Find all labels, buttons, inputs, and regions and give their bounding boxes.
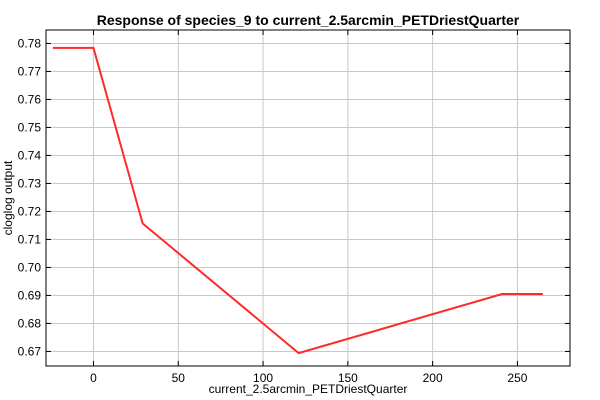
response-curve	[52, 46, 543, 355]
y-tick-label: 0.74	[18, 148, 42, 162]
y-tick-label: 0.76	[18, 92, 42, 106]
y-tick-label: 0.73	[18, 176, 42, 190]
x-tick-label: 200	[423, 371, 443, 385]
x-tick-label: 100	[253, 371, 273, 385]
y-tick-label: 0.75	[18, 120, 42, 134]
y-tick-label: 0.67	[18, 344, 42, 358]
chart-title: Response of species_9 to current_2.5arcm…	[97, 12, 520, 28]
axis-ticks: 0 50 100 150 200 250 0.67 0.68 0.69 0.70 0.71 0.72 0…	[18, 30, 570, 385]
y-tick-label: 0.69	[18, 288, 42, 302]
x-tick-label: 250	[507, 371, 527, 385]
x-tick-label: 0	[90, 371, 97, 385]
y-tick-label: 0.72	[18, 204, 42, 218]
x-axis-label: current_2.5arcmin_PETDriestQuarter	[209, 382, 408, 396]
y-tick-label: 0.70	[18, 260, 42, 274]
plot-frame	[45, 29, 571, 367]
y-tick-label: 0.78	[18, 36, 42, 50]
y-tick-label: 0.71	[18, 232, 42, 246]
y-tick-label: 0.68	[18, 316, 42, 330]
grid	[46, 30, 570, 366]
x-tick-label: 50	[172, 371, 186, 385]
series-layer	[52, 46, 543, 355]
y-tick-label: 0.77	[18, 64, 42, 78]
x-tick-label: 150	[338, 371, 358, 385]
y-axis-label: cloglog output	[1, 160, 15, 235]
